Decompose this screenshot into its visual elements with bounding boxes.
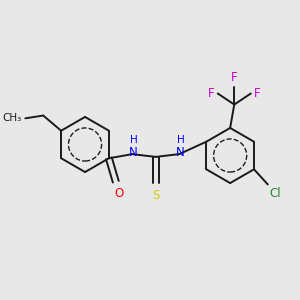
Text: H: H	[130, 135, 138, 145]
Text: O: O	[114, 187, 123, 200]
Text: F: F	[254, 87, 260, 100]
Text: N: N	[176, 146, 185, 159]
Text: Cl: Cl	[269, 187, 281, 200]
Text: N: N	[129, 146, 138, 159]
Text: S: S	[152, 189, 159, 202]
Text: F: F	[231, 71, 238, 84]
Text: F: F	[208, 87, 215, 100]
Text: H: H	[177, 135, 184, 145]
Text: CH₃: CH₃	[2, 113, 21, 123]
